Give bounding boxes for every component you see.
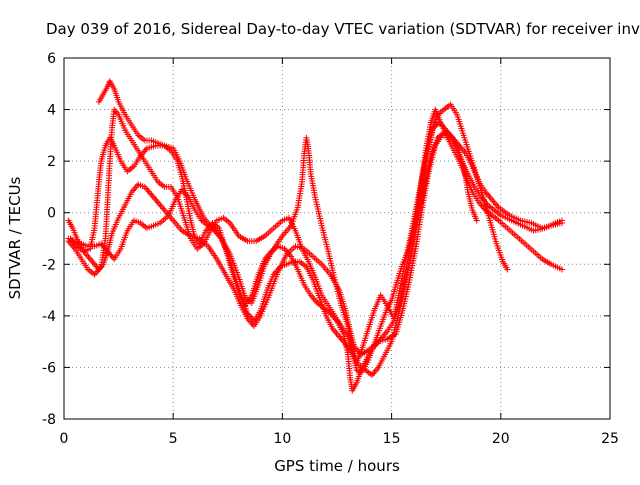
data-point xyxy=(486,193,493,200)
data-point xyxy=(473,217,480,224)
data-point xyxy=(458,145,465,152)
data-point xyxy=(492,201,499,208)
plot-frame xyxy=(63,57,611,420)
data-point xyxy=(504,266,511,273)
data-point xyxy=(144,187,151,194)
y-tick-label: 4 xyxy=(47,103,56,119)
data-point xyxy=(90,260,97,267)
y-tick-label: 2 xyxy=(47,154,56,170)
data-point xyxy=(487,195,494,202)
x-tick-label: 20 xyxy=(492,431,510,447)
data-point xyxy=(152,196,159,203)
data-points xyxy=(65,78,565,394)
data-point xyxy=(88,257,95,264)
data-point xyxy=(489,196,496,203)
series-5 xyxy=(65,129,480,379)
data-point xyxy=(92,270,99,277)
data-point xyxy=(310,295,317,302)
data-point xyxy=(148,191,155,198)
y-tick-label: 6 xyxy=(47,51,56,67)
data-point xyxy=(149,193,156,200)
x-tick-label: 15 xyxy=(383,431,401,447)
data-point xyxy=(85,254,92,261)
data-point xyxy=(491,199,498,206)
y-tick-label: -6 xyxy=(42,360,56,376)
data-point xyxy=(334,331,341,338)
data-point xyxy=(147,190,154,197)
data-point xyxy=(150,194,157,201)
data-point xyxy=(309,293,316,300)
data-point xyxy=(141,148,148,155)
x-tick-label: 0 xyxy=(60,431,69,447)
x-tick-label: 10 xyxy=(273,431,291,447)
gridlines xyxy=(64,58,610,419)
series-1 xyxy=(65,132,565,358)
series-4 xyxy=(95,78,565,394)
chart-title: Day 039 of 2016, Sidereal Day-to-day VTE… xyxy=(46,20,640,38)
data-point xyxy=(133,182,140,189)
data-point xyxy=(332,328,339,335)
data-point xyxy=(160,205,167,212)
data-point xyxy=(558,220,565,227)
data-point xyxy=(84,252,91,259)
data-point xyxy=(370,370,377,377)
data-point xyxy=(153,197,160,204)
data-point xyxy=(381,331,388,338)
data-point xyxy=(182,191,189,198)
y-tick-label: -8 xyxy=(42,412,56,428)
data-point xyxy=(490,198,497,205)
data-point xyxy=(86,255,93,262)
y-tick-label: 0 xyxy=(47,206,56,222)
data-point xyxy=(372,367,379,374)
data-point xyxy=(154,199,161,206)
x-tick-label: 25 xyxy=(601,431,619,447)
data-point xyxy=(107,251,114,258)
y-tick-label: -2 xyxy=(42,257,56,273)
data-point xyxy=(158,204,165,211)
data-point xyxy=(313,298,320,305)
axis-ticks: 0 5 10 15 20 25 -8 -6 -4 -2 0 2 4 6 xyxy=(42,51,619,447)
series-3 xyxy=(65,106,565,376)
data-point xyxy=(333,330,340,337)
x-tick-label: 5 xyxy=(169,431,178,447)
data-point xyxy=(157,202,164,209)
data-point xyxy=(483,190,490,197)
data-point xyxy=(156,200,163,207)
data-point xyxy=(131,185,138,192)
y-tick-label: -4 xyxy=(42,309,56,325)
data-point xyxy=(145,188,152,195)
x-axis-label: GPS time / hours xyxy=(274,457,400,475)
data-point xyxy=(494,203,501,210)
data-point xyxy=(558,266,565,273)
data-point xyxy=(89,258,96,265)
y-axis-label: SDTVAR / TECUs xyxy=(6,176,24,299)
data-point xyxy=(92,261,99,268)
data-point xyxy=(382,329,389,336)
